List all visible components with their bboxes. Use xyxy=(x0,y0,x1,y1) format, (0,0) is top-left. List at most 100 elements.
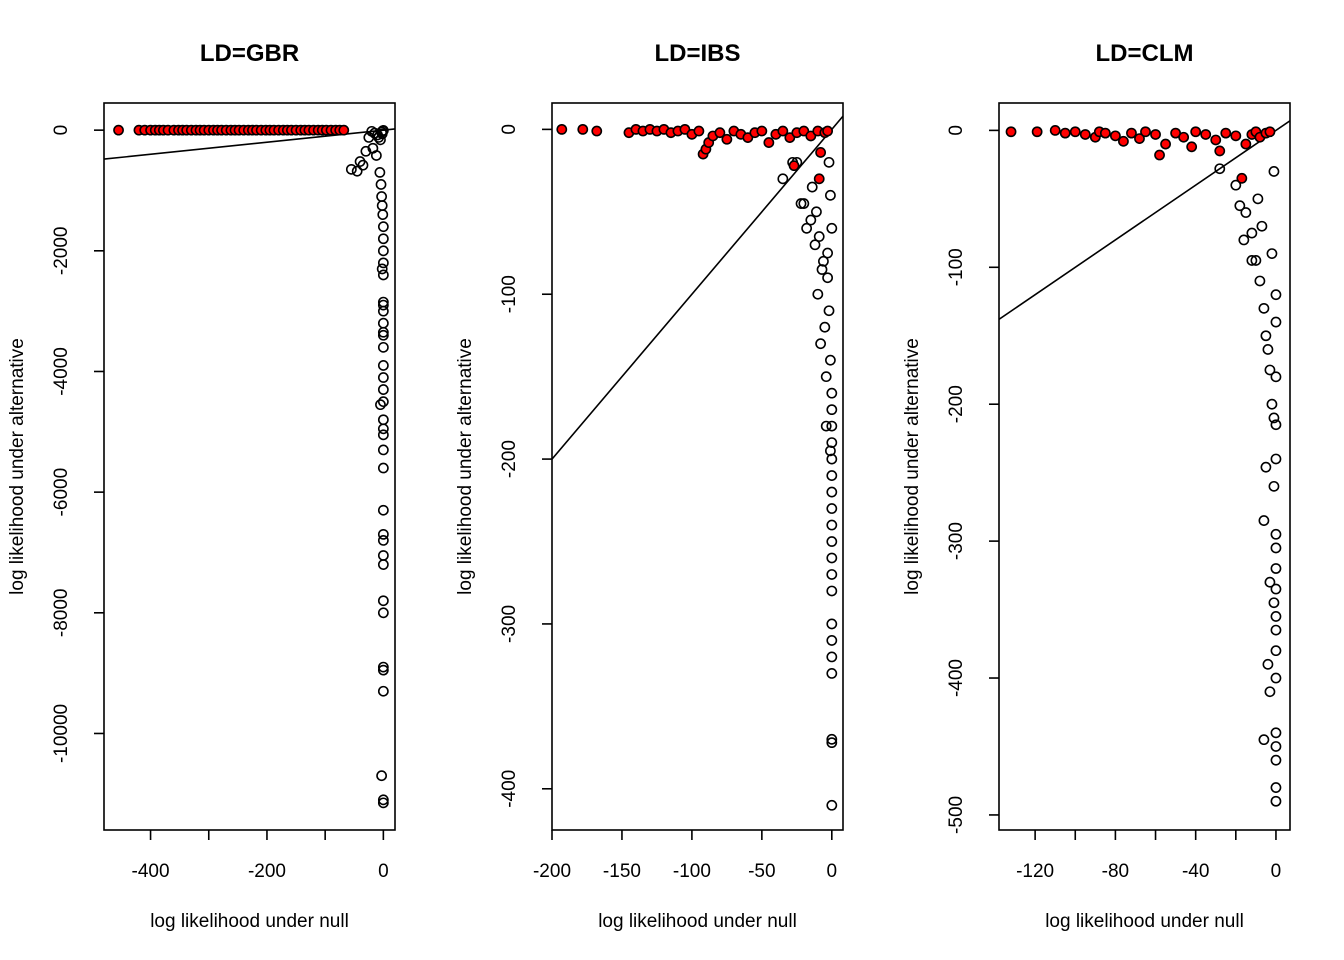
data-point-null xyxy=(826,733,838,745)
data-point-null xyxy=(826,635,838,646)
chart-title: LD=GBR xyxy=(200,40,299,67)
data-point-null xyxy=(1270,741,1282,752)
data-point-null xyxy=(1254,275,1266,287)
y-tick-label: -500 xyxy=(946,796,967,834)
data-point-null xyxy=(377,423,389,435)
data-point-null xyxy=(1270,528,1282,540)
data-point-null xyxy=(377,504,389,516)
data-point-null xyxy=(377,329,389,341)
data-point-null xyxy=(826,651,838,663)
data-point-alternative xyxy=(763,137,775,148)
data-point-null xyxy=(1214,163,1226,175)
data-point-null xyxy=(826,486,838,498)
data-point-alternative xyxy=(822,125,834,137)
data-point-null xyxy=(377,317,389,329)
data-point-alternative xyxy=(1059,127,1071,139)
data-point-null xyxy=(1266,398,1278,410)
data-point-null xyxy=(363,131,375,143)
data-point-alternative xyxy=(721,133,733,145)
data-point-null xyxy=(377,607,389,619)
x-tick-label: 0 xyxy=(1271,861,1282,882)
y-tick-label: -300 xyxy=(499,605,520,643)
plot-frame xyxy=(103,102,396,831)
data-point-null xyxy=(826,585,838,597)
data-point-null xyxy=(826,536,838,547)
data-point-null xyxy=(377,661,389,673)
chart-title: LD=CLM xyxy=(1096,40,1194,67)
data-point-null xyxy=(1270,672,1282,684)
data-point-null xyxy=(1258,734,1270,746)
data-point-null xyxy=(375,179,387,190)
data-point-null xyxy=(377,209,389,221)
data-point-alternative xyxy=(1264,126,1276,138)
data-point-null xyxy=(813,231,825,242)
data-point-alternative xyxy=(777,125,789,137)
data-point-alternative xyxy=(1099,127,1111,139)
data-point-null xyxy=(1260,461,1272,473)
data-point-null xyxy=(1270,727,1282,739)
data-point-null xyxy=(377,257,389,269)
data-point-null xyxy=(1262,344,1274,355)
data-point-null xyxy=(377,269,389,281)
data-point-null xyxy=(377,429,389,441)
y-tick-label: 0 xyxy=(51,125,72,136)
data-point-alternative xyxy=(1154,149,1165,161)
data-point-null xyxy=(1252,193,1264,205)
y-tick-label: -100 xyxy=(499,275,520,313)
data-point-null xyxy=(1270,795,1282,807)
data-point-alternative xyxy=(813,173,825,185)
data-point-null xyxy=(1240,207,1252,218)
reference-line xyxy=(999,120,1290,320)
data-point-null xyxy=(823,305,835,317)
y-tick-label: -200 xyxy=(946,385,967,423)
data-point-null xyxy=(1258,302,1270,314)
plot-frame xyxy=(551,102,844,831)
panel-ld-clm: LD=CLM log likelihood under null log lik… xyxy=(902,40,1291,932)
data-point-null xyxy=(357,159,369,171)
data-point-null xyxy=(826,667,838,679)
x-tick-label: 0 xyxy=(378,861,389,882)
data-point-null xyxy=(825,189,836,201)
data-point-alternative xyxy=(1150,129,1161,140)
data-point-null xyxy=(377,125,389,136)
data-point-alternative xyxy=(1069,126,1081,138)
data-point-null xyxy=(377,797,389,809)
data-point-alternative xyxy=(1160,138,1171,150)
data-point-null xyxy=(826,618,838,630)
data-point-null xyxy=(825,354,836,366)
data-point-null xyxy=(377,396,389,408)
chart-title: LD=IBS xyxy=(654,40,740,67)
data-point-null xyxy=(377,384,389,395)
data-point-null xyxy=(820,371,832,383)
y-tick-label: -10000 xyxy=(51,704,72,763)
data-point-null xyxy=(819,321,831,333)
data-point-null xyxy=(377,595,389,607)
data-point-null xyxy=(1270,645,1282,657)
y-axis-label: log likelihood under alternative xyxy=(902,338,923,595)
data-point-alternative xyxy=(1214,145,1226,157)
data-point-null xyxy=(1270,782,1282,793)
data-point-null xyxy=(377,535,389,546)
data-point-null xyxy=(377,305,389,317)
data-point-null xyxy=(377,414,389,426)
data-point-alternative xyxy=(1049,124,1061,136)
data-point-null xyxy=(377,299,389,311)
data-point-null xyxy=(809,239,821,251)
x-axis-label: log likelihood under null xyxy=(1045,911,1244,932)
data-point-null xyxy=(377,444,389,456)
data-point-null xyxy=(826,420,838,432)
data-point-null xyxy=(826,404,838,416)
y-tick-label: -100 xyxy=(946,248,967,286)
y-tick-label: -2000 xyxy=(51,227,72,276)
data-point-null xyxy=(1256,220,1268,232)
data-point-alternative xyxy=(1200,129,1212,140)
data-point-null xyxy=(1268,166,1280,177)
data-point-null xyxy=(795,198,807,209)
data-point-null xyxy=(1270,289,1282,301)
data-point-null xyxy=(826,222,838,234)
data-point-null xyxy=(1264,686,1276,698)
x-tick-label: 0 xyxy=(827,861,838,882)
data-point-alternative xyxy=(591,125,603,137)
data-point-null xyxy=(377,550,389,561)
